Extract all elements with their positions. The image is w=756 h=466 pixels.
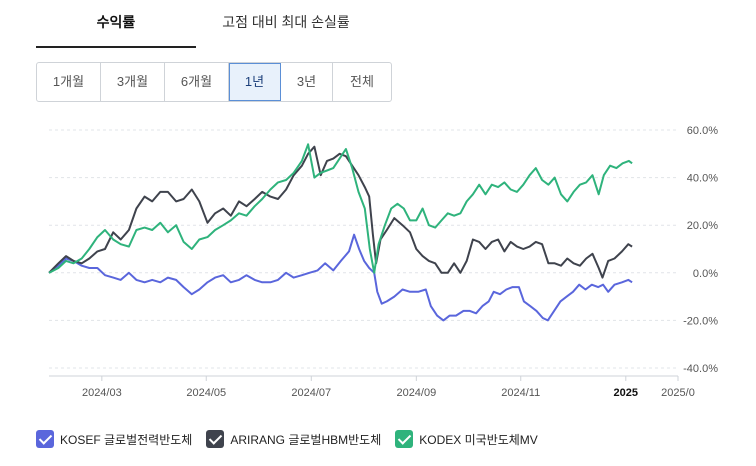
x-tick-label: 2024/09 bbox=[396, 387, 436, 399]
checkbox-icon[interactable] bbox=[206, 430, 225, 448]
legend-label: KOSEF 글로벌전력반도체 bbox=[60, 432, 193, 447]
period-6m-button[interactable]: 6개월 bbox=[165, 63, 229, 101]
y-tick-label: -40.0% bbox=[683, 363, 718, 375]
tab-max-drawdown[interactable]: 고점 대비 최대 손실률 bbox=[222, 14, 350, 30]
legend-label: KODEX 미국반도체MV bbox=[419, 432, 538, 447]
series-line-0 bbox=[48, 233, 633, 322]
x-axis-ticks: 2024/03 2024/05 2024/07 2024/09 2024/11 2025 2… bbox=[82, 376, 695, 399]
tab-return[interactable]: 수익률 bbox=[36, 12, 196, 48]
x-tick-label: 2024/03 bbox=[82, 387, 122, 399]
checkbox-icon[interactable] bbox=[36, 430, 54, 448]
period-all-button[interactable]: 전체 bbox=[350, 74, 374, 89]
legend-item-kosef[interactable]: KOSEF 글로벌전력반도체 bbox=[36, 430, 192, 448]
y-tick-label: 60.0% bbox=[687, 125, 718, 137]
y-tick-label: 0.0% bbox=[693, 268, 718, 280]
legend-label: ARIRANG 글로벌HBM반도체 bbox=[230, 432, 382, 447]
y-tick-label: -20.0% bbox=[683, 315, 718, 327]
checkbox-icon[interactable] bbox=[395, 430, 414, 448]
x-tick-label: 2025 bbox=[614, 387, 638, 399]
y-tick-label: 40.0% bbox=[687, 173, 718, 185]
period-1m-button[interactable]: 1개월 bbox=[37, 63, 101, 101]
period-3y-button[interactable]: 3년 bbox=[281, 63, 333, 101]
period-3m-button[interactable]: 3개월 bbox=[101, 63, 165, 101]
return-line-chart: 60.0%40.0%20.0%0.0%-20.0%-40.0% 2024/03 2… bbox=[48, 125, 718, 399]
x-tick-label: 2024/07 bbox=[291, 387, 331, 399]
series-line-2 bbox=[48, 143, 633, 274]
y-tick-label: 20.0% bbox=[687, 220, 718, 232]
legend-item-arirang[interactable]: ARIRANG 글로벌HBM반도체 bbox=[206, 430, 381, 448]
series-line-1 bbox=[48, 145, 633, 279]
chart-legend: KOSEF 글로벌전력반도체 ARIRANG 글로벌HBM반도체 KODEX 미… bbox=[36, 428, 552, 450]
legend-item-kodex[interactable]: KODEX 미국반도체MV bbox=[395, 430, 538, 448]
grid-lines bbox=[49, 129, 678, 377]
period-selector: 1개월 3개월 6개월 1년 3년 전체 bbox=[36, 62, 392, 102]
y-axis-ticks: 60.0% 40.0% 20.0% 0.0% -20.0% -40.0% bbox=[683, 125, 718, 375]
chart-tabs: 수익률 고점 대비 최대 손실률 bbox=[36, 0, 756, 48]
period-1y-button[interactable]: 1년 bbox=[229, 63, 281, 101]
series-lines bbox=[48, 143, 633, 322]
x-tick-label: 2024/11 bbox=[501, 387, 540, 399]
x-tick-label: 2024/05 bbox=[186, 387, 226, 399]
x-tick-label: 2025/0 bbox=[661, 387, 695, 399]
